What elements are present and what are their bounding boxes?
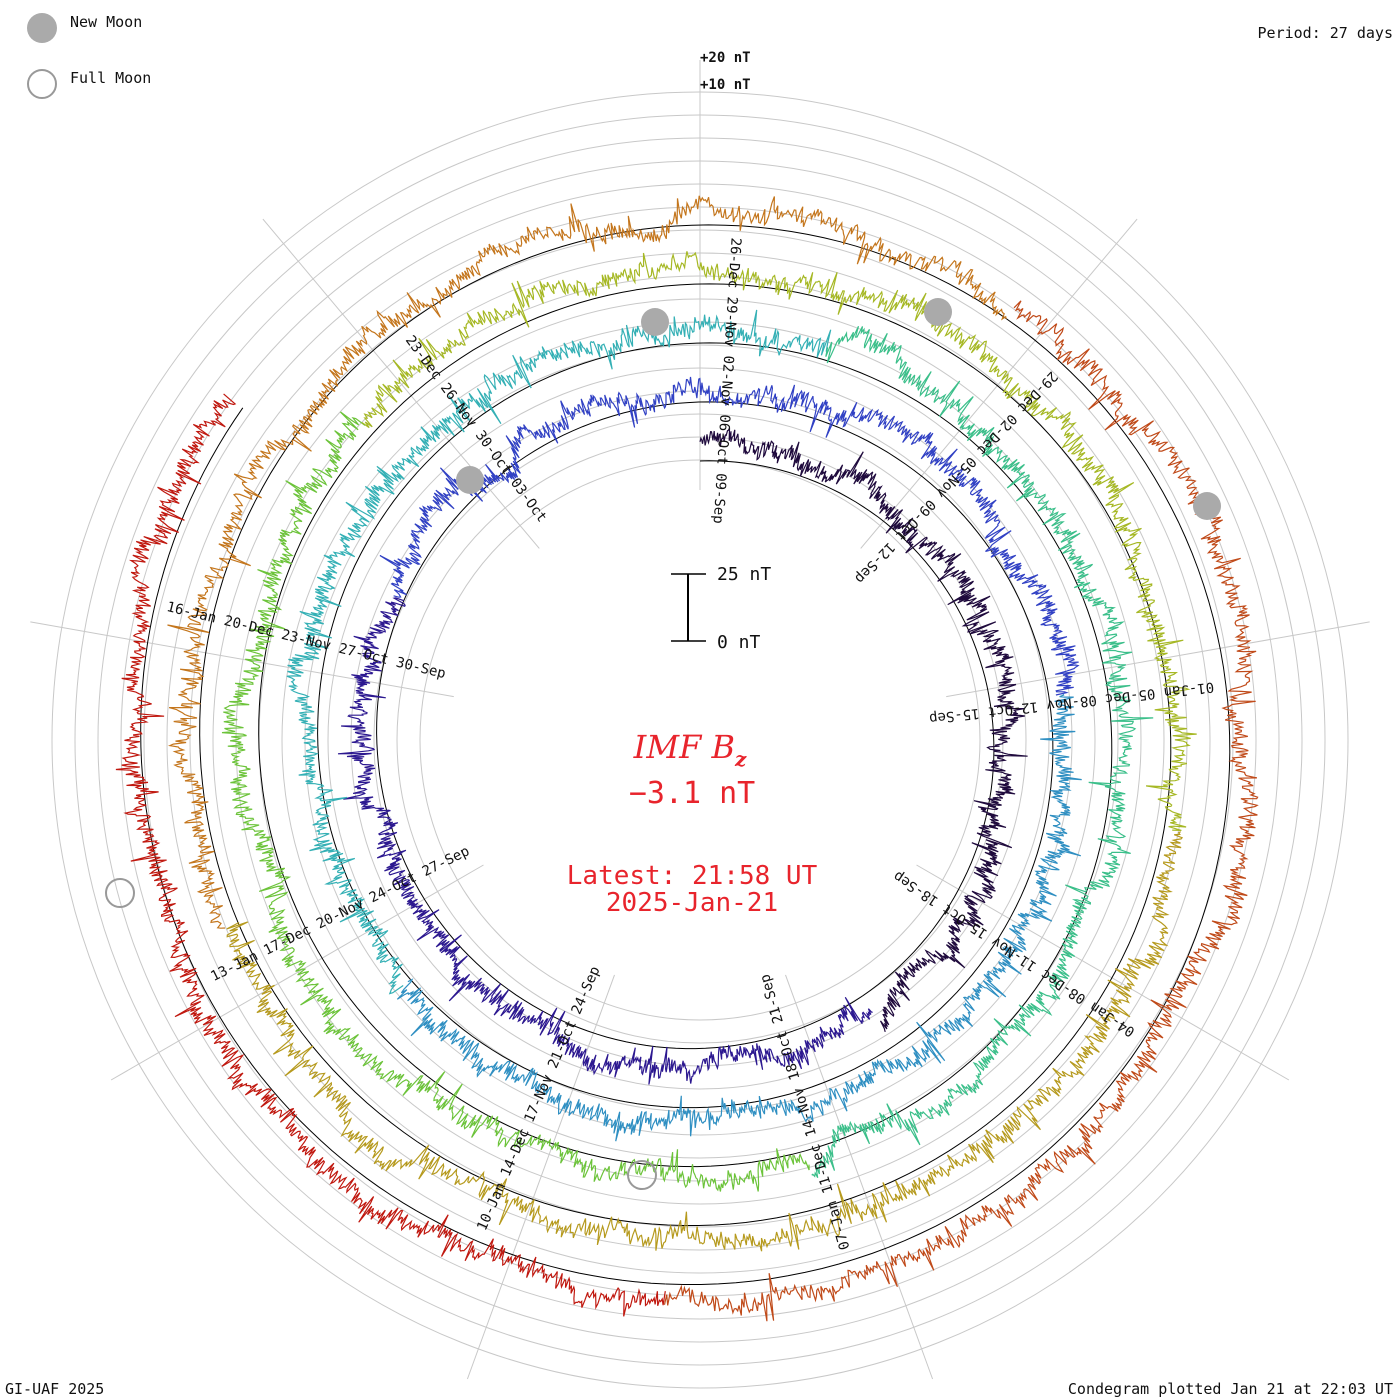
new-moon-icon — [924, 298, 952, 326]
new-moon-legend-label: New Moon — [70, 13, 142, 31]
bz-trace-segment — [337, 597, 873, 1085]
date-label: 12-Sep — [851, 539, 897, 587]
date-label: 02-Nov — [717, 355, 736, 406]
zero-baseline — [805, 359, 1113, 1152]
spoke-line — [466, 974, 615, 1380]
scale-bar-top-label: 25 nT — [717, 564, 771, 585]
bz-trace-segment — [167, 195, 1007, 929]
spoke-line — [860, 218, 1138, 549]
date-label: 01-Jan — [1163, 678, 1215, 700]
new-moon-legend-icon — [27, 13, 57, 43]
date-label: 27-Oct — [337, 641, 390, 668]
bz-trace-segment — [361, 251, 1197, 831]
date-label: 15-Sep — [928, 705, 980, 727]
zero-baseline — [376, 600, 863, 1050]
zero-baseline — [410, 695, 1054, 1109]
full-moon-legend-label: Full Moon — [70, 69, 151, 87]
period-label: Period: 27 days — [1258, 24, 1393, 42]
zero-baseline — [372, 283, 1172, 829]
full-moon-icon — [627, 1160, 657, 1190]
moon-markers — [105, 298, 1221, 1190]
new-moon-icon — [1193, 492, 1221, 520]
date-label: 12-Oct — [987, 698, 1039, 720]
date-label: 09-Sep — [710, 473, 729, 524]
zero-baseline — [199, 224, 1007, 924]
zero-baselines — [140, 224, 1231, 1285]
spoke-line — [916, 864, 1290, 1081]
zero-baseline — [665, 318, 1231, 1285]
full-moon-legend-icon — [27, 69, 57, 99]
zero-baseline — [317, 342, 824, 980]
bz-trace-segment — [396, 693, 1082, 1142]
new-moon-icon — [641, 308, 669, 336]
bz-trace-segment — [699, 427, 1028, 1033]
bz-trace-segment — [115, 393, 666, 1317]
scale-bar — [671, 573, 706, 642]
date-label: 30-Sep — [394, 655, 447, 682]
zero-baseline — [699, 460, 995, 997]
date-label: 23-Nov — [280, 627, 333, 654]
bz-trace-segment — [811, 325, 1154, 1178]
zero-baseline — [140, 407, 666, 1285]
zero-baseline — [258, 432, 806, 1168]
current-value: −3.1 nT — [629, 776, 755, 811]
date-label: 02-Dec — [973, 411, 1019, 459]
date-label: 10-Jan — [474, 1180, 509, 1233]
spoke-line — [30, 621, 454, 698]
ring-scale-plus10: +10 nT — [700, 77, 751, 93]
date-label: 05-Dec — [1104, 685, 1156, 707]
footer-credit: GI-UAF 2025 — [5, 1380, 104, 1398]
date-label: 18-Sep — [891, 868, 942, 909]
date-label: 29-Nov — [721, 296, 740, 347]
spoke-lines — [30, 60, 1370, 1380]
spoke-line — [262, 218, 540, 549]
date-label: 16-Jan — [165, 599, 218, 626]
date-label: 21-Sep — [757, 972, 787, 1025]
ring-scale-plus20: +20 nT — [700, 50, 751, 66]
chart-title: IMF Bz — [633, 728, 747, 771]
date-label: 20-Dec — [222, 613, 275, 640]
date-label: 15-Oct — [940, 900, 991, 941]
date-label: 27-Sep — [420, 843, 472, 880]
footer-plotted: Condegram plotted Jan 21 at 22:03 UT — [1068, 1380, 1393, 1398]
latest-time: Latest: 21:58 UT — [567, 861, 818, 891]
new-moon-icon — [456, 466, 484, 494]
scale-bar-bottom-label: 0 nT — [717, 632, 761, 653]
latest-date: 2025-Jan-21 — [606, 888, 778, 918]
bz-trace-segment — [221, 411, 810, 1192]
full-moon-icon — [105, 878, 135, 908]
date-label: 06-Oct — [713, 414, 732, 465]
zero-baseline — [403, 401, 1050, 696]
date-label: 26-Dec — [724, 237, 743, 288]
bz-trace-segment — [226, 831, 1184, 1252]
bz-trace-segment — [663, 300, 1259, 1322]
spoke-line — [785, 974, 934, 1380]
date-label: 08-Nov — [1045, 692, 1097, 714]
spoke-line — [110, 864, 484, 1081]
